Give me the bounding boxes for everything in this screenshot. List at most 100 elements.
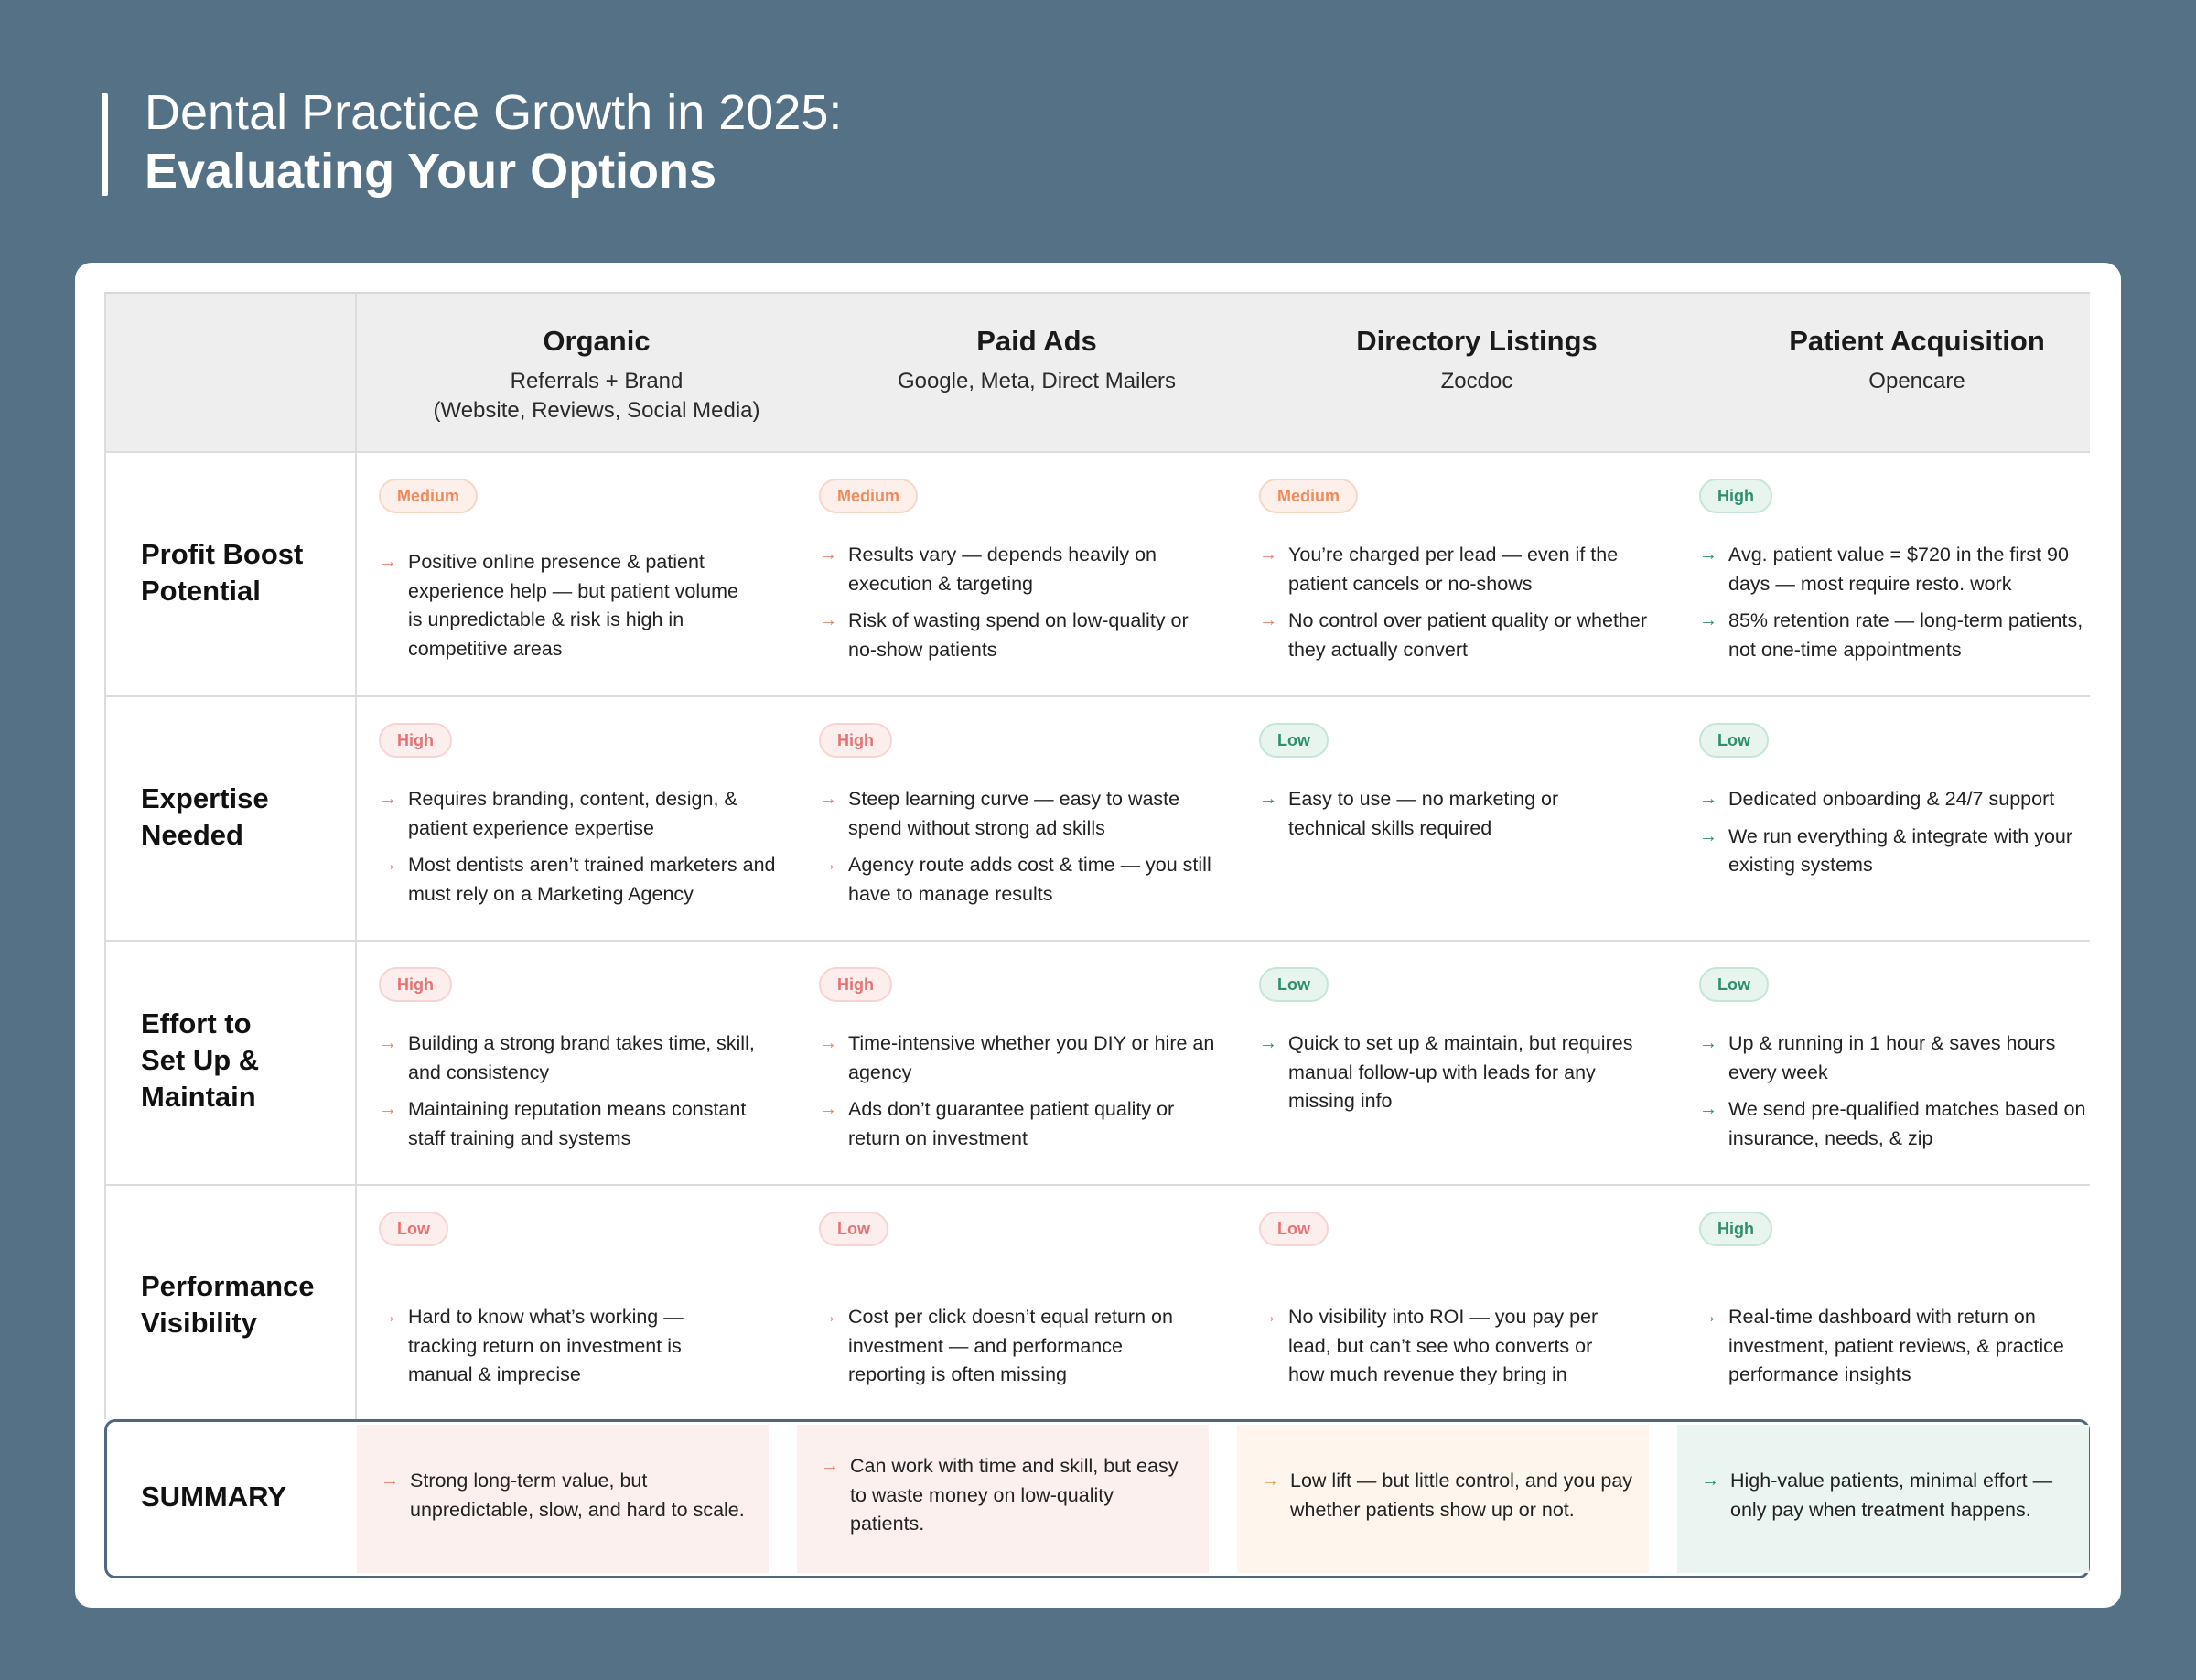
arrow-right-icon: → (819, 1099, 837, 1119)
bullet-text: Real-time dashboard with return on inves… (1728, 1306, 2064, 1385)
cell-effort-directory: Low → Quick to set up & maintain, but req… (1259, 967, 1662, 1112)
summary-label: SUMMARY (141, 1481, 287, 1513)
arrow-right-icon: → (1259, 1033, 1277, 1053)
cell-visibility-directory: Low → No visibility into ROI — you pay pe… (1259, 1212, 1662, 1385)
bullet-list: → High-value patients, minimal effort — o… (1701, 1467, 2076, 1533)
list-item: → Easy to use — no marketing or technical… (1259, 785, 1625, 843)
row-divider (104, 695, 2090, 697)
cell-visibility-organic: Low → Hard to know what’s working — track… (379, 1212, 781, 1385)
cell-effort-organic: High → Building a strong brand takes time… (379, 967, 781, 1149)
arrow-right-icon: → (379, 1099, 397, 1119)
bullet-text: Steep learning curve — easy to waste spe… (848, 788, 1180, 839)
bullet-list: → Avg. patient value = $720 in the first … (1699, 541, 2102, 673)
bullet-text: We run everything & integrate with your … (1728, 824, 2073, 877)
status-badge: High (379, 723, 452, 758)
bullet-text: Risk of wasting spend on low-quality or … (848, 609, 1189, 661)
status-badge: Low (1259, 967, 1329, 1002)
bullet-text: No visibility into ROI — you pay per lea… (1288, 1306, 1599, 1385)
column-subtitle: Google, Meta, Direct Mailers (897, 369, 1177, 393)
list-item: → Up & running in 1 hour & saves hours ev… (1699, 1029, 2102, 1087)
comparison-card: Organic Referrals + Brand (Website, Revi… (75, 263, 2121, 1608)
column-title: Patient Acquisition (1789, 325, 2045, 357)
arrow-right-icon: → (821, 1456, 839, 1476)
bullet-text: Maintaining reputation means constant st… (408, 1098, 747, 1149)
arrow-right-icon: → (819, 610, 837, 630)
list-item: → Can work with time and skill, but easy … (821, 1452, 1187, 1539)
row-divider (104, 451, 2090, 453)
status-badge: Medium (819, 479, 919, 513)
comparison-table: Organic Referrals + Brand (Website, Revi… (104, 292, 2090, 1578)
column-subtitle: Zocdoc (1440, 369, 1513, 393)
bullet-list: → Results vary — depends heavily on execu… (819, 541, 1222, 673)
list-item: → Low lift — but little control, and you … (1261, 1467, 1636, 1524)
arrow-right-icon: → (379, 552, 397, 572)
arrow-right-icon: → (1259, 544, 1277, 565)
cell-effort-paid-ads: High → Time-intensive whether you DIY or … (819, 967, 1222, 1149)
column-header-patient-acquisition: Patient Acquisition Opencare (1697, 292, 2137, 451)
table-left-border (104, 292, 106, 1419)
bullet-text: Requires branding, content, design, & pa… (408, 788, 737, 839)
bullet-list: → Up & running in 1 hour & saves hours ev… (1699, 1029, 2102, 1161)
column-subtitle: Referrals + Brand (510, 369, 684, 393)
arrow-right-icon: → (379, 1033, 397, 1053)
status-badge: Low (1259, 1212, 1329, 1246)
bullet-list: → Easy to use — no marketing or technical… (1259, 785, 1625, 851)
list-item: → High-value patients, minimal effort — o… (1701, 1467, 2076, 1524)
bullet-text: Positive online presence & patient exper… (408, 551, 738, 660)
bullet-list: → Quick to set up & maintain, but require… (1259, 1029, 1662, 1125)
list-item: → Steep learning curve — easy to waste sp… (819, 785, 1222, 843)
row-label-line: Potential (141, 575, 261, 607)
bullet-list: → You’re charged per lead — even if the p… (1259, 541, 1662, 673)
bullet-list: → Dedicated onboarding & 24/7 support → We… (1699, 785, 2102, 888)
column-subtitle: Opencare (1868, 369, 1965, 393)
cell-profit-directory: Medium → You’re charged per lead — even i… (1259, 479, 1662, 661)
arrow-right-icon: → (1699, 1099, 1717, 1119)
status-badge: High (819, 967, 892, 1002)
status-badge: High (379, 967, 452, 1002)
arrow-right-icon: → (381, 1470, 399, 1491)
status-badge: High (1699, 479, 1772, 513)
status-badge: Low (819, 1212, 888, 1246)
arrow-right-icon: → (1261, 1470, 1279, 1491)
bullet-list: → Steep learning curve — easy to waste sp… (819, 785, 1222, 917)
status-badge: High (1699, 1212, 1772, 1246)
row-label-line: Set Up & (141, 1044, 260, 1076)
summary-text: Low lift — but little control, and you p… (1290, 1470, 1633, 1521)
list-item: → Agency route adds cost & time — you sti… (819, 851, 1222, 909)
row-label-line: Effort to (141, 1007, 252, 1039)
row-label-effort: Effort to Set Up & Maintain (141, 1006, 342, 1115)
page-title: Dental Practice Growth in 2025: (145, 85, 843, 140)
bullet-text: You’re charged per lead — even if the pa… (1288, 544, 1619, 595)
status-badge: Medium (379, 479, 479, 513)
column-title: Directory Listings (1356, 325, 1598, 357)
summary-cell-paid-ads: → Can work with time and skill, but easy … (797, 1425, 1209, 1573)
cell-expertise-patient-acquisition: Low → Dedicated onboarding & 24/7 support… (1699, 723, 2102, 876)
cell-profit-organic: Medium → Positive online presence & patie… (379, 479, 781, 660)
bullet-list: → Real-time dashboard with return on inve… (1699, 1303, 2065, 1398)
row-label-line: Maintain (141, 1081, 256, 1113)
arrow-right-icon: → (379, 1307, 397, 1327)
arrow-right-icon: → (819, 1307, 837, 1327)
cell-visibility-patient-acquisition: High → Real-time dashboard with return on… (1699, 1212, 2102, 1385)
bullet-text: We send pre-qualified matches based on i… (1728, 1098, 2086, 1149)
row-label-expertise: Expertise Needed (141, 781, 342, 854)
bullet-list: → Time-intensive whether you DIY or hire … (819, 1029, 1222, 1161)
summary-text: Can work with time and skill, but easy t… (850, 1455, 1179, 1535)
status-badge: Medium (1259, 479, 1359, 513)
page-subtitle: Evaluating Your Options (145, 144, 717, 199)
list-item: → Real-time dashboard with return on inve… (1699, 1303, 2065, 1390)
list-item: → 85% retention rate — long-term patients… (1699, 607, 2102, 664)
bullet-text: Ads don’t guarantee patient quality or r… (848, 1098, 1175, 1149)
row-label-line: Expertise (141, 782, 269, 814)
bullet-text: Time-intensive whether you DIY or hire a… (848, 1032, 1215, 1083)
arrow-right-icon: → (1699, 1307, 1717, 1327)
cell-profit-paid-ads: Medium → Results vary — depends heavily o… (819, 479, 1222, 661)
bullet-text: Quick to set up & maintain, but requires… (1288, 1032, 1633, 1112)
label-column-divider (355, 292, 357, 1419)
status-badge: Low (379, 1212, 448, 1246)
column-header-directory-listings: Directory Listings Zocdoc (1257, 292, 1696, 451)
cell-expertise-paid-ads: High → Steep learning curve — easy to was… (819, 723, 1222, 905)
bullet-list: → Strong long-term value, but unpredictab… (381, 1467, 756, 1533)
title-accent-bar (102, 93, 108, 196)
status-badge: Low (1259, 723, 1329, 758)
